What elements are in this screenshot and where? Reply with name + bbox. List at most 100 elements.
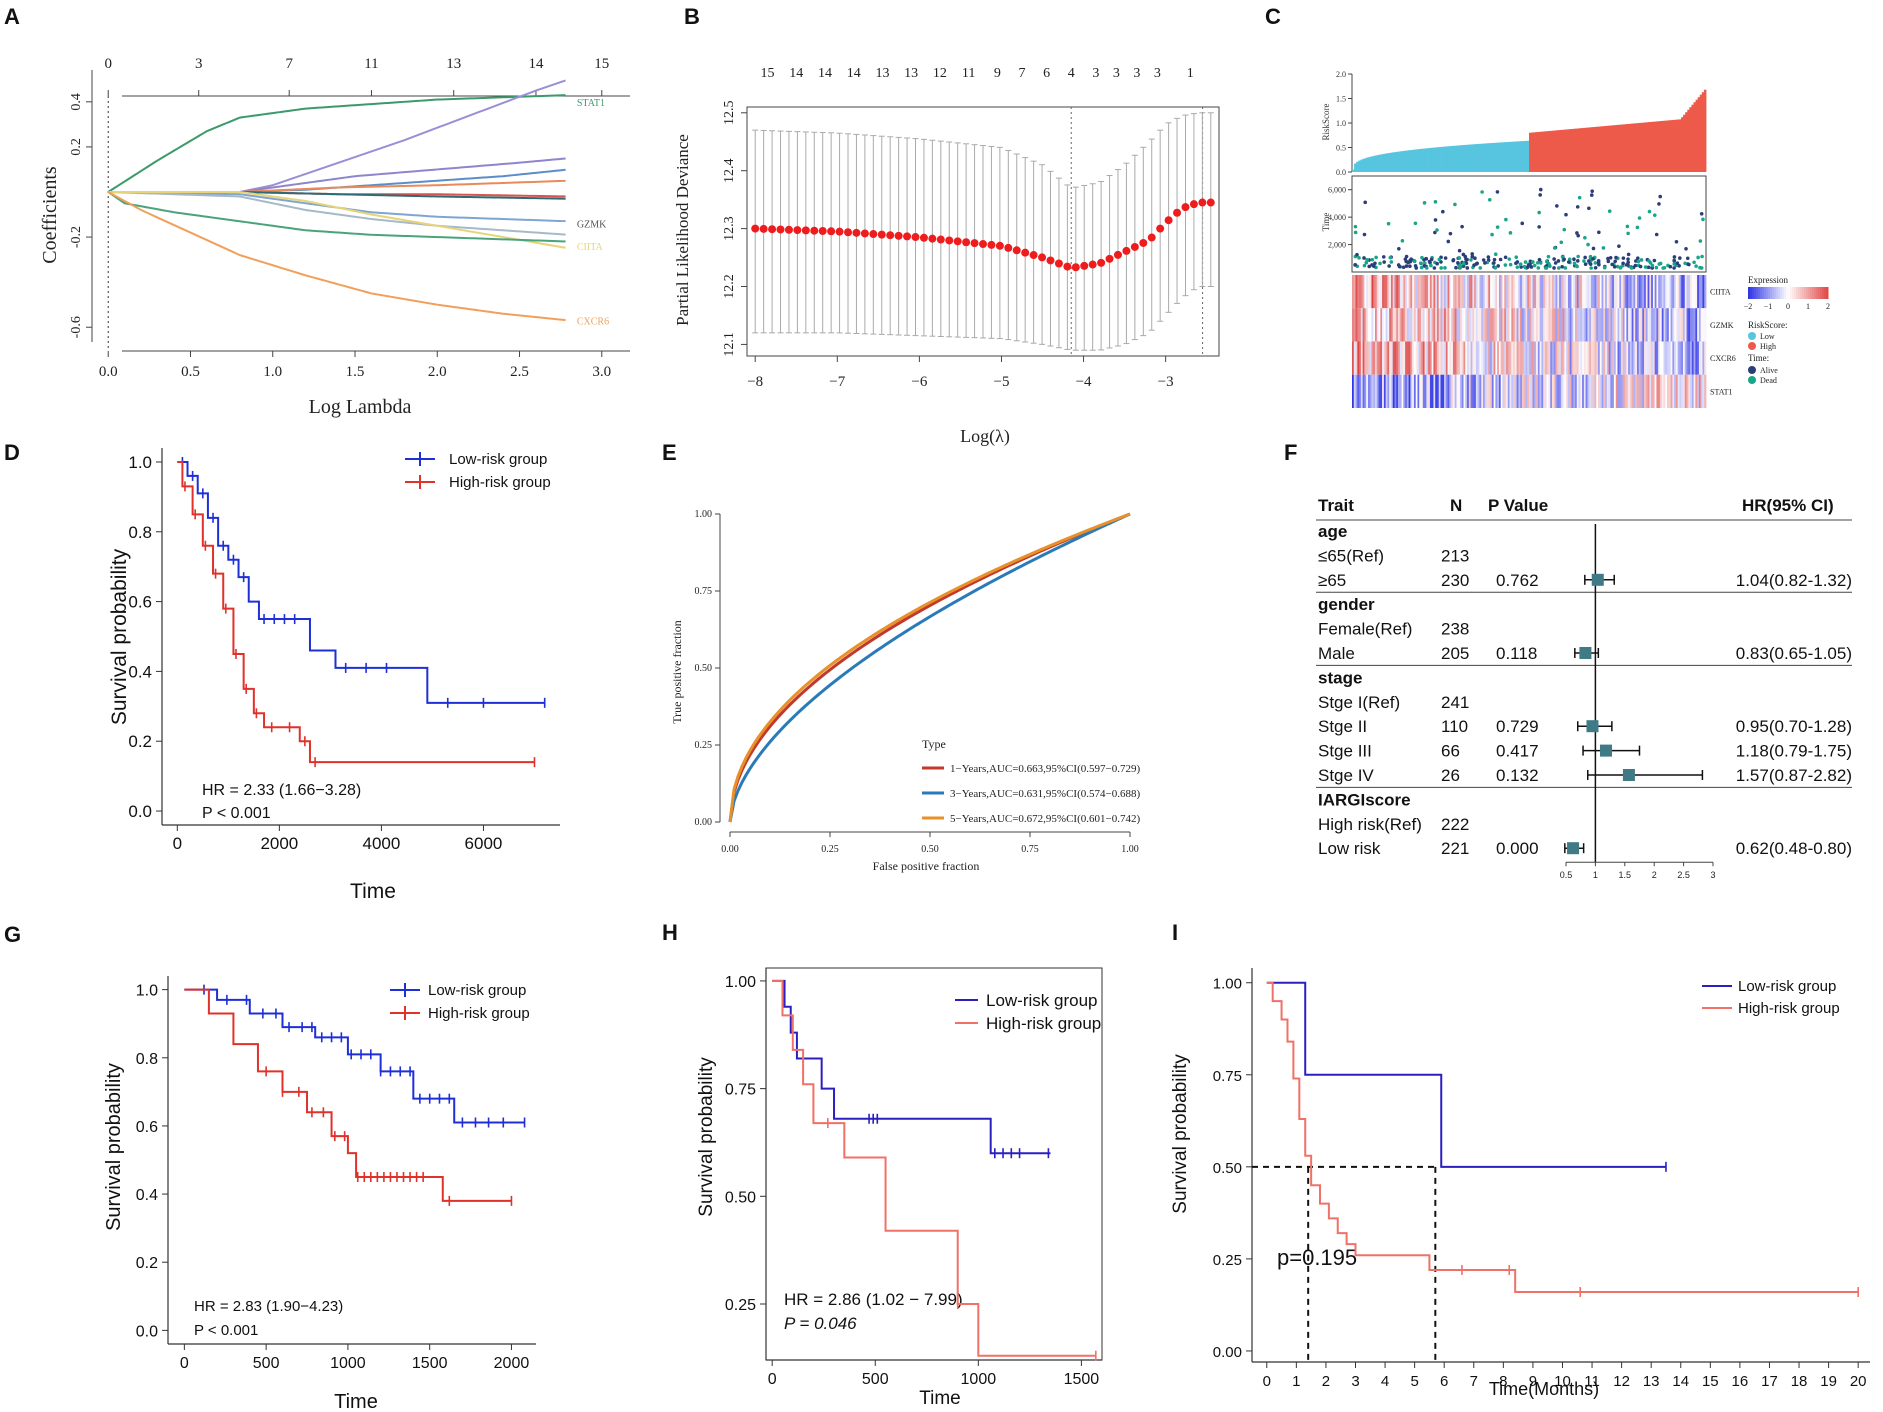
panel-c-heatmap-cell xyxy=(1612,308,1615,342)
panel-c-time-point xyxy=(1469,258,1473,262)
panel-c-time-point xyxy=(1473,256,1477,261)
panel-c-heatmap-cell xyxy=(1505,308,1509,342)
panel-c-time-point xyxy=(1606,256,1610,261)
panel-c-heatmap-cell xyxy=(1486,341,1489,375)
panel-c-risk-bar xyxy=(1633,123,1636,172)
panel-c-risk-bar xyxy=(1352,169,1355,172)
panel-i-x-tick-label: 16 xyxy=(1732,1373,1749,1390)
panel-c-time-point xyxy=(1698,265,1702,270)
panel-c-heatmap-cell xyxy=(1518,374,1521,408)
panel-c-heatmap-cell xyxy=(1352,341,1355,375)
panel-e-legend-label: 5−Years,AUC=0.672,95%CI(0.601−0.742) xyxy=(950,813,1140,825)
panel-c-heatmap-cell xyxy=(1677,341,1680,375)
panel-c-heatmap-cell xyxy=(1606,308,1610,342)
panel-c-time-point xyxy=(1589,266,1593,270)
panel-c-heatmap-cell xyxy=(1557,341,1560,375)
panel-h-hr-text: HR = 2.86 (1.02 − 7.99) xyxy=(784,1290,963,1309)
panel-i-ylabel: Survival probability xyxy=(1170,1054,1191,1214)
panel-c-heatmap-cell xyxy=(1566,374,1569,408)
panel-g-x-tick-label: 500 xyxy=(253,1355,280,1372)
panel-c-time-point xyxy=(1370,257,1375,262)
panel-a-ylabel: Coefficients xyxy=(39,166,61,264)
panel-c-heatmap-cell xyxy=(1514,374,1518,408)
panel-e-y-tick-label: 1.00 xyxy=(695,509,713,520)
panel-c-heatmap-cell xyxy=(1438,275,1441,309)
panel-c-time-point xyxy=(1672,255,1677,259)
panel-i-curve-high xyxy=(1266,981,1859,1294)
panel-c-heatmap-cell xyxy=(1677,308,1680,342)
panel-c-heatmap-cell xyxy=(1447,308,1450,342)
panel-c-time-point xyxy=(1443,256,1448,260)
panel-c-heatmap-cell xyxy=(1665,275,1668,309)
panel-i-x-tick-label: 8 xyxy=(1499,1373,1507,1390)
panel-c-heatmap-cell xyxy=(1463,374,1466,408)
panel-c-heatmap-cell xyxy=(1582,308,1585,342)
panel-c-risk-bar xyxy=(1354,163,1357,172)
panel-c-heatmap-cell xyxy=(1550,341,1553,375)
panel-c-time-point xyxy=(1544,259,1549,264)
panel-c-heatmap-cell xyxy=(1514,341,1518,375)
panel-c-heatmap-cell xyxy=(1534,374,1537,408)
panel-c-heatmap-cell xyxy=(1470,275,1473,309)
panel-d-xlabel: Time xyxy=(350,880,396,903)
panel-c-time-point xyxy=(1612,264,1617,269)
panel-c-time-point xyxy=(1433,218,1438,222)
panel-b-point xyxy=(936,235,945,244)
panel-c-heatmap-cell xyxy=(1642,341,1645,375)
panel-c-heatmap-cell xyxy=(1426,275,1429,309)
panel-c-heatmap-cell xyxy=(1651,374,1654,408)
panel-c-risk-bar xyxy=(1370,156,1374,172)
panel-b-y-tick-label: 12.3 xyxy=(722,216,737,241)
panel-c-risk-bar xyxy=(1645,122,1649,172)
panel-c-time-point xyxy=(1692,260,1696,265)
panel-i-x-tick-label: 3 xyxy=(1351,1373,1359,1390)
panel-b-point xyxy=(1122,246,1131,255)
panel-c-risk-bar xyxy=(1568,129,1572,172)
panel-c-heatmap-cell xyxy=(1431,308,1434,342)
panel-c-risk-bar xyxy=(1456,145,1459,172)
panel-c-heatmap-cell xyxy=(1624,308,1627,342)
panel-c-heatmap-cell xyxy=(1645,308,1648,342)
panel-b-point xyxy=(945,236,954,245)
panel-c-scale-cell xyxy=(1776,287,1779,299)
panel-g-curve-high xyxy=(184,988,512,1202)
panel-c-heatmap-cell xyxy=(1493,275,1496,309)
panel-i-x-tick-label: 10 xyxy=(1554,1373,1571,1390)
panel-c-heatmap-cell xyxy=(1417,308,1420,342)
panel-c-heatmap-cell xyxy=(1613,275,1617,309)
panel-c-heatmap-cell xyxy=(1543,374,1546,408)
panel-c-heatmap-cell xyxy=(1445,308,1448,342)
panel-c-heatmap-cell xyxy=(1622,275,1625,309)
panel-c-heatmap-cell xyxy=(1636,341,1640,375)
panel-c-heatmap-cell xyxy=(1693,374,1696,408)
panel-g-x-tick-label: 2000 xyxy=(494,1355,530,1372)
panel-c-risk-bar xyxy=(1651,121,1655,172)
panel-a-y-tick-label: -0.6 xyxy=(69,316,84,338)
panel-c-heatmap-cell xyxy=(1367,308,1371,342)
panel-c-heatmap-cell xyxy=(1477,275,1480,309)
panel-c-heatmap-cell xyxy=(1548,308,1551,342)
panel-c-risk-tick-label: 0.5 xyxy=(1336,144,1346,153)
panel-c-heatmap-cell xyxy=(1659,341,1663,375)
panel-c-risk-bar xyxy=(1376,154,1380,172)
panel-c-heatmap-cell xyxy=(1626,275,1629,309)
panel-f-forest-plot: Trait N P Value HR(95% CI) age≤65(Ref) 21… xyxy=(1316,496,1852,880)
panel-c-scale-cell xyxy=(1772,287,1775,299)
panel-b-point xyxy=(987,240,996,249)
panel-c-heatmap-cell xyxy=(1548,341,1551,375)
panel-c-time-point xyxy=(1635,225,1640,230)
panel-c-heatmap-cell xyxy=(1677,275,1680,309)
panel-c-heatmap-cell xyxy=(1463,308,1466,342)
panel-c-heatmap-cell xyxy=(1498,308,1502,342)
panel-f-header-hr: HR(95% CI) xyxy=(1742,496,1834,515)
panel-c-heatmap-cell xyxy=(1505,374,1509,408)
panel-c-heatmap-cell xyxy=(1376,374,1379,408)
panel-b-point xyxy=(928,234,937,243)
panel-c-heatmap-cell xyxy=(1467,341,1470,375)
panel-b-top-label: 12 xyxy=(933,66,947,81)
panel-c-risk-bar xyxy=(1362,158,1365,172)
panel-c-risk-bar xyxy=(1614,125,1617,172)
panel-c-risk-bar xyxy=(1449,146,1453,172)
panel-c-heatmap-cell xyxy=(1360,341,1364,375)
panel-c-heatmap-cell xyxy=(1484,374,1487,408)
